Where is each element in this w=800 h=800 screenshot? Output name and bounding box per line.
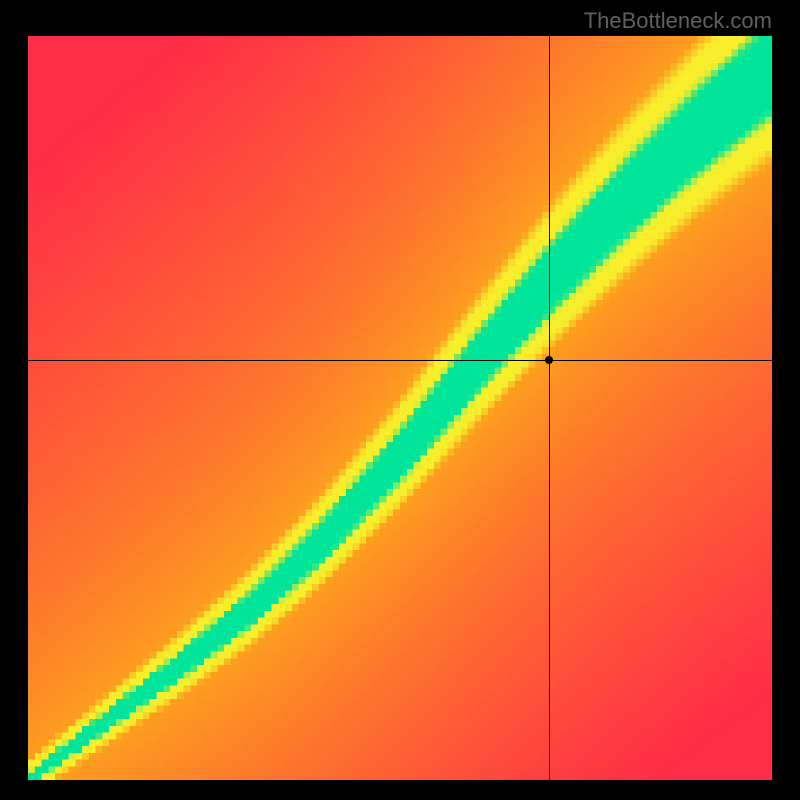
attribution-text: TheBottleneck.com	[584, 8, 772, 34]
heatmap-canvas	[28, 36, 772, 780]
bottleneck-heatmap	[28, 36, 772, 780]
crosshair-horizontal	[28, 360, 772, 361]
marker-dot	[545, 356, 553, 364]
crosshair-vertical	[549, 36, 550, 780]
